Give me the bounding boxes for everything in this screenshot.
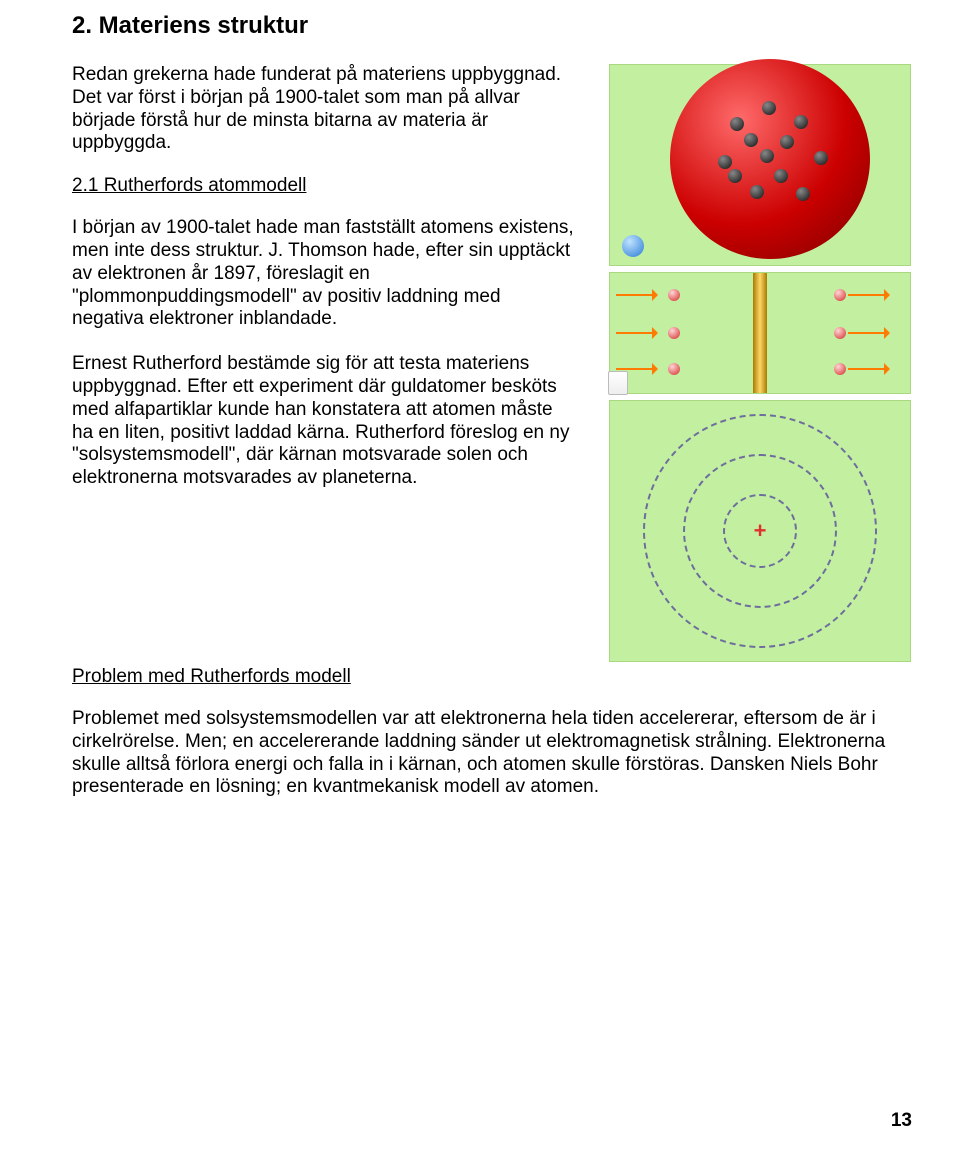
- rutherford-paragraph-part1: Ernest Rutherford bestämde sig för att t…: [72, 353, 576, 490]
- page-title: 2. Materiens struktur: [72, 12, 920, 40]
- electron-icon: [730, 117, 744, 131]
- scattering-figure: [609, 272, 911, 394]
- electron-icon: [728, 169, 742, 183]
- problem-heading: Problem med Rutherfords modell: [72, 666, 920, 688]
- earth-icon: [622, 235, 644, 257]
- electron-icon: [814, 151, 828, 165]
- rutherford-text: Ernest Rutherford bestämde sig för att t…: [72, 353, 569, 488]
- alpha-particle-icon: [834, 327, 846, 339]
- alpha-particle-icon: [668, 289, 680, 301]
- electron-icon: [794, 115, 808, 129]
- electron-icon: [760, 149, 774, 163]
- electron-icon: [796, 187, 810, 201]
- alpha-particle-icon: [668, 327, 680, 339]
- rutherford-orbit-figure: +: [609, 400, 911, 662]
- problem-paragraph: Problemet med solsystemsmodellen var att…: [72, 708, 920, 799]
- document-page: 2. Materiens struktur Redan grekerna had…: [0, 0, 960, 835]
- gold-foil: [753, 273, 767, 393]
- electron-icon: [744, 133, 758, 147]
- figure-column: +: [600, 64, 920, 662]
- nucleus-icon: +: [754, 520, 767, 542]
- alpha-particle-icon: [834, 289, 846, 301]
- alpha-particle-icon: [668, 363, 680, 375]
- electron-icon: [750, 185, 764, 199]
- electron-icon: [718, 155, 732, 169]
- section-heading-2-1: 2.1 Rutherfords atommodell: [72, 175, 576, 197]
- electron-icon: [762, 101, 776, 115]
- intro-paragraph: Redan grekerna hade funderat på materien…: [72, 64, 576, 155]
- paper-icon: [608, 371, 628, 395]
- page-number: 13: [891, 1110, 912, 1132]
- text-column: Redan grekerna hade funderat på materien…: [72, 64, 576, 506]
- electron-icon: [780, 135, 794, 149]
- alpha-particle-icon: [834, 363, 846, 375]
- plum-pudding-figure: [609, 64, 911, 266]
- two-column-layout: Redan grekerna hade funderat på materien…: [72, 64, 920, 662]
- electron-icon: [774, 169, 788, 183]
- thomson-paragraph: I början av 1900-talet hade man faststäl…: [72, 217, 576, 331]
